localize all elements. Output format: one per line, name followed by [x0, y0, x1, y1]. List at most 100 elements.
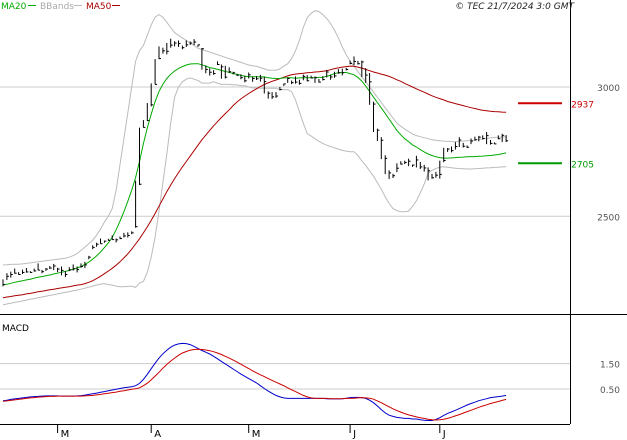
price-bar: [197, 44, 200, 47]
price-bar: [154, 59, 158, 85]
price-bar: [493, 142, 497, 145]
price-bar: [443, 147, 446, 163]
price-bar: [127, 232, 130, 238]
price-bar: [259, 74, 263, 82]
price-bar: [209, 68, 212, 76]
price-bar: [45, 268, 48, 271]
legend-ma50-label: MA50: [86, 2, 112, 12]
price-bar: [135, 180, 138, 228]
price-bar: [25, 268, 29, 273]
lower-tick-labels: 1.50 0.50: [600, 361, 620, 396]
price-bar: [174, 41, 177, 47]
price-bar: [72, 264, 76, 271]
price-bar: [365, 68, 368, 83]
price-bar: [80, 263, 83, 268]
price-bar: [10, 271, 13, 278]
price-bar: [330, 74, 333, 80]
price-bar: [178, 40, 181, 47]
bb-upper-layer: [2, 10, 507, 266]
price-bar: [248, 72, 251, 79]
price-bar: [162, 47, 165, 54]
price-bar: [501, 133, 505, 143]
macd-y-tick-label: 0.50: [600, 386, 620, 396]
price-bar: [14, 268, 17, 274]
price-bar: [123, 232, 126, 238]
price-bar: [37, 263, 41, 271]
price-bar: [439, 160, 442, 179]
price-bar: [326, 69, 329, 78]
price-bar: [170, 38, 173, 48]
price-bar: [318, 78, 321, 83]
price-bar: [84, 261, 87, 269]
price-bar: [53, 263, 56, 271]
price-bar: [100, 238, 103, 245]
price-bar: [57, 267, 60, 273]
price-bar: [158, 46, 161, 60]
price-bar: [213, 70, 216, 75]
price-bar: [427, 167, 431, 181]
price-bar: [310, 75, 314, 79]
price-bar: [412, 164, 415, 167]
price-bar: [18, 272, 21, 275]
price-bar: [415, 155, 419, 168]
price-bar: [361, 60, 364, 77]
macd-layer: [2, 342, 507, 421]
x-tick-label: M: [61, 429, 70, 440]
price-bar: [431, 173, 434, 179]
price-bar: [131, 231, 134, 235]
price-bar: [232, 71, 236, 75]
price-bar: [115, 238, 119, 243]
lower-grid: [0, 363, 570, 390]
price-bar: [396, 163, 399, 173]
price-bar: [376, 128, 380, 142]
signal-layer: [2, 348, 507, 421]
ma20-line: [2, 63, 507, 286]
price-bar: [349, 60, 353, 65]
price-bar: [279, 87, 282, 91]
price-bar: [181, 45, 185, 50]
price-bar: [6, 273, 9, 280]
price-bar: [217, 61, 220, 66]
level-label-2705: 2705: [571, 160, 594, 170]
legend-ma20-label: MA20: [1, 2, 27, 12]
price-bar: [369, 73, 372, 105]
price-bar: [252, 76, 255, 82]
price-bar: [49, 265, 52, 270]
price-bar: [295, 76, 298, 84]
price-bar: [482, 135, 485, 140]
price-bar: [334, 71, 337, 78]
price-bar: [470, 138, 473, 145]
price-bar: [451, 146, 454, 153]
bb-lower-layer: [2, 77, 507, 306]
x-tick-label: J: [442, 429, 446, 440]
x-tick-label: J: [352, 429, 356, 440]
price-bar: [256, 76, 259, 81]
price-bar: [287, 77, 290, 83]
level-label-2937: 2937: [571, 100, 594, 110]
bb-upper-line: [2, 10, 507, 266]
upper-tick-labels: 3000 2500: [597, 84, 620, 223]
macd-line: [2, 342, 507, 421]
signal-line: [2, 348, 507, 421]
price-bar: [240, 74, 243, 80]
price-bar: [497, 135, 501, 140]
price-bar: [275, 92, 278, 98]
price-bar: [189, 41, 193, 45]
price-bar: [236, 74, 239, 77]
price-bar: [29, 271, 33, 273]
y-tick-label: 3000: [597, 84, 620, 94]
price-bar: [388, 170, 392, 180]
price-bar: [337, 69, 341, 74]
price-bar: [462, 142, 466, 148]
price-bar: [2, 279, 5, 287]
price-bar: [392, 173, 395, 179]
price-bar: [423, 164, 427, 172]
price-bar: [466, 145, 470, 149]
price-bar: [419, 162, 423, 169]
price-bar: [103, 240, 107, 243]
price-bar: [302, 74, 306, 81]
price-bar: [447, 148, 450, 152]
price-bar: [41, 269, 44, 274]
macd-y-tick-label: 1.50: [600, 361, 620, 371]
price-bar: [76, 266, 80, 273]
